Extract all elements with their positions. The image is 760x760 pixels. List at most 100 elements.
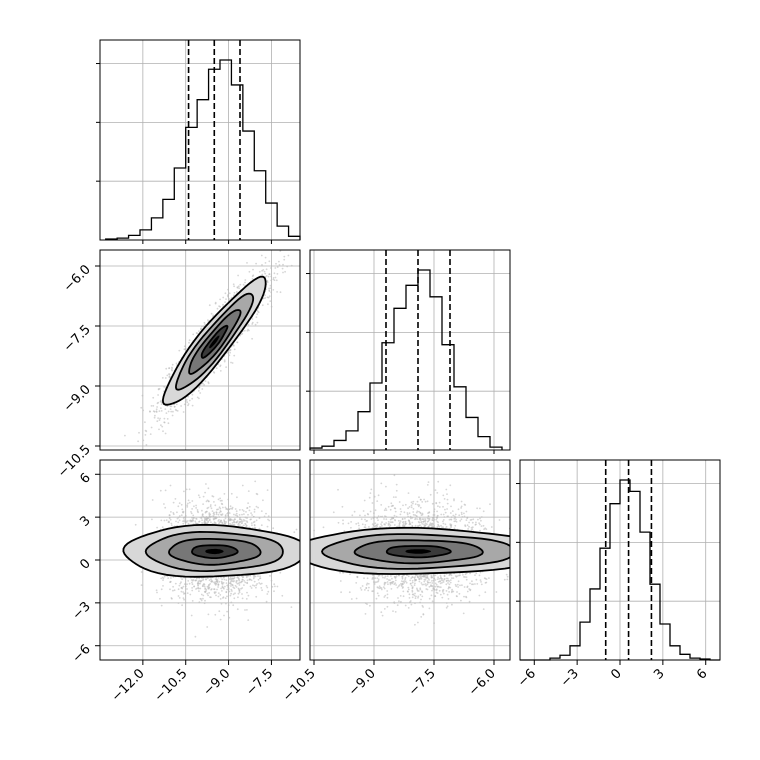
scatter-point (249, 578, 252, 581)
scatter-point (191, 393, 194, 396)
scatter-point (226, 588, 229, 591)
scatter-point (226, 595, 228, 598)
scatter-point (250, 579, 253, 582)
scatter-point (204, 323, 207, 326)
scatter-point (191, 508, 194, 510)
scatter-point (160, 410, 163, 412)
scatter-point (201, 325, 203, 328)
scatter-point (262, 297, 265, 300)
scatter-point (248, 509, 251, 512)
scatter-point (247, 594, 250, 597)
scatter-point (233, 513, 235, 516)
scatter-point (160, 401, 163, 404)
scatter-point (190, 614, 193, 617)
scatter-point (265, 275, 268, 277)
scatter-point (191, 404, 194, 407)
scatter-point (178, 515, 181, 517)
scatter-point (198, 386, 201, 389)
scatter-point (226, 584, 229, 587)
scatter-point (256, 321, 259, 324)
scatter-point (223, 493, 226, 495)
scatter-point (260, 582, 263, 585)
scatter-point (247, 502, 250, 504)
scatter-point (278, 264, 281, 266)
scatter-point (268, 273, 271, 275)
scatter-point (258, 270, 261, 273)
scatter-point (241, 522, 244, 524)
scatter-point (230, 361, 232, 364)
scatter-point (176, 517, 179, 520)
scatter-point (252, 274, 255, 277)
scatter-point (243, 513, 245, 515)
scatter-point (257, 575, 259, 577)
scatter-point (182, 510, 185, 513)
scatter-point (234, 592, 236, 595)
scatter-point (175, 362, 178, 365)
scatter-point (169, 581, 172, 583)
scatter-point (193, 505, 195, 508)
scatter-point (239, 509, 241, 511)
scatter-point (160, 604, 163, 607)
scatter-point (141, 394, 144, 397)
scatter-point (191, 397, 194, 400)
scatter-point (199, 597, 202, 600)
scatter-point (195, 504, 198, 507)
scatter-point (205, 578, 207, 581)
scatter-point (222, 586, 225, 589)
scatter-point (237, 596, 239, 599)
scatter-point (156, 402, 159, 405)
scatter-point (149, 433, 152, 435)
scatter-point (215, 594, 217, 597)
histogram-step (309, 269, 503, 450)
scatter-point (167, 422, 170, 425)
scatter-point (141, 452, 143, 454)
scatter-point (224, 292, 227, 295)
scatter-point (213, 588, 216, 591)
scatter-point (178, 597, 181, 599)
scatter-point (231, 362, 234, 364)
scatter-point (223, 360, 226, 363)
scatter-point (188, 488, 191, 491)
scatter-point (260, 254, 263, 257)
scatter-point (247, 328, 249, 331)
scatter-point (201, 522, 204, 524)
scatter-point (158, 428, 160, 431)
contour-line (188, 309, 242, 375)
scatter-point (235, 521, 238, 523)
scatter-point (217, 586, 220, 588)
scatter-point (144, 429, 147, 432)
scatter-point (170, 410, 173, 413)
scatter-point (163, 421, 166, 424)
scatter-point (250, 512, 253, 514)
scatter-point (253, 511, 256, 513)
scatter-point (177, 595, 180, 597)
scatter-point (238, 584, 241, 586)
scatter-point (255, 586, 257, 589)
scatter-point (179, 582, 182, 585)
scatter-point (214, 301, 217, 304)
scatter-point (255, 505, 258, 508)
scatter-point (241, 509, 244, 511)
scatter-point (218, 610, 221, 613)
density-fill (209, 335, 220, 349)
scatter-point (227, 586, 230, 589)
scatter-point (140, 584, 143, 586)
scatter-point (229, 594, 232, 597)
scatter-point (224, 517, 227, 520)
scatter-point (270, 267, 272, 269)
scatter-point (163, 386, 166, 388)
scatter-point (197, 494, 200, 497)
scatter-point (228, 298, 231, 300)
scatter-point (268, 287, 270, 290)
scatter-point (207, 319, 209, 321)
scatter-point (190, 579, 193, 581)
scatter-point (236, 496, 238, 499)
scatter-point (247, 323, 250, 326)
scatter-point (207, 500, 210, 503)
scatter-point (210, 596, 212, 599)
scatter-point (232, 593, 235, 596)
scatter-point (222, 303, 224, 306)
scatter-point (270, 291, 272, 294)
scatter-point (238, 514, 241, 516)
scatter-point (217, 576, 220, 579)
